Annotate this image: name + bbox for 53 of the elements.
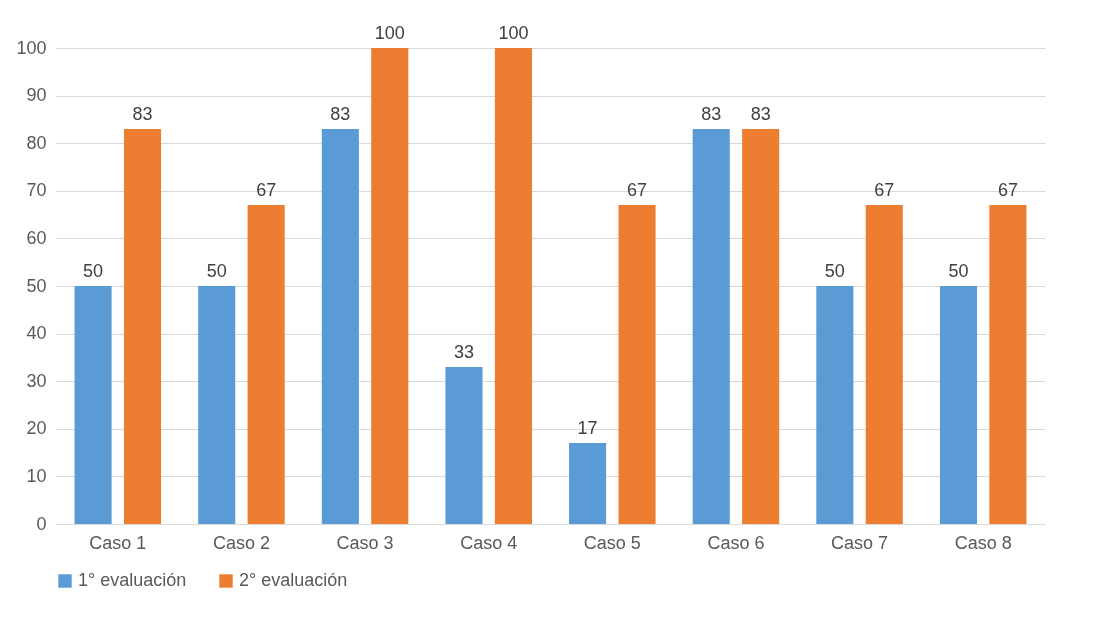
x-tick-label: Caso 4: [460, 532, 518, 553]
bar: [742, 128, 780, 524]
y-tick-label: 60: [26, 227, 47, 248]
data-label: 33: [453, 341, 474, 362]
y-tick-label: 30: [26, 370, 47, 391]
data-label: 67: [997, 180, 1018, 201]
bar: [123, 128, 162, 524]
y-tick-label: 100: [16, 37, 47, 58]
bar: [816, 286, 854, 524]
y-tick-label: 10: [26, 465, 47, 486]
bar: [445, 366, 483, 524]
y-tick-label: 40: [26, 323, 47, 344]
data-label: 50: [948, 261, 969, 281]
data-label: 100: [374, 23, 405, 43]
legend-label: 1° evaluación: [78, 570, 187, 590]
data-label: 67: [256, 180, 277, 201]
data-label: 83: [330, 103, 351, 124]
bar: [371, 48, 409, 524]
x-tick-label: Caso 7: [831, 532, 889, 553]
data-label: 83: [701, 103, 722, 124]
data-label: 100: [498, 23, 529, 43]
bar: [618, 205, 656, 524]
bar: [569, 443, 607, 524]
data-label: 50: [83, 261, 104, 281]
y-tick-label: 80: [26, 132, 47, 153]
y-tick-label: 0: [36, 513, 47, 534]
bar: [989, 205, 1027, 524]
x-tick-label: Caso 1: [89, 532, 147, 553]
bar: [692, 128, 730, 524]
data-label: 67: [627, 180, 648, 201]
data-label: 17: [577, 418, 598, 439]
y-tick-label: 90: [26, 85, 47, 106]
x-tick-label: Caso 2: [212, 532, 270, 553]
bar: [494, 48, 532, 524]
data-label: 83: [132, 103, 153, 124]
bar: [198, 286, 236, 524]
bar: [74, 286, 112, 524]
y-tick-label: 20: [26, 418, 47, 439]
x-tick-label: Caso 8: [954, 532, 1012, 553]
data-label: 67: [874, 180, 895, 201]
legend-label: 2° evaluación: [239, 570, 348, 590]
bar: [939, 286, 978, 524]
bar: [247, 205, 285, 524]
x-tick-label: Caso 5: [583, 532, 641, 553]
data-label: 50: [824, 261, 845, 281]
data-label: 83: [750, 103, 771, 124]
bar: [865, 205, 903, 524]
data-label: 50: [206, 261, 227, 281]
bar: [321, 128, 359, 524]
x-tick-label: Caso 6: [707, 532, 765, 553]
x-tick-label: Caso 3: [336, 532, 394, 553]
y-tick-label: 70: [26, 180, 47, 201]
y-tick-label: 50: [26, 275, 47, 296]
